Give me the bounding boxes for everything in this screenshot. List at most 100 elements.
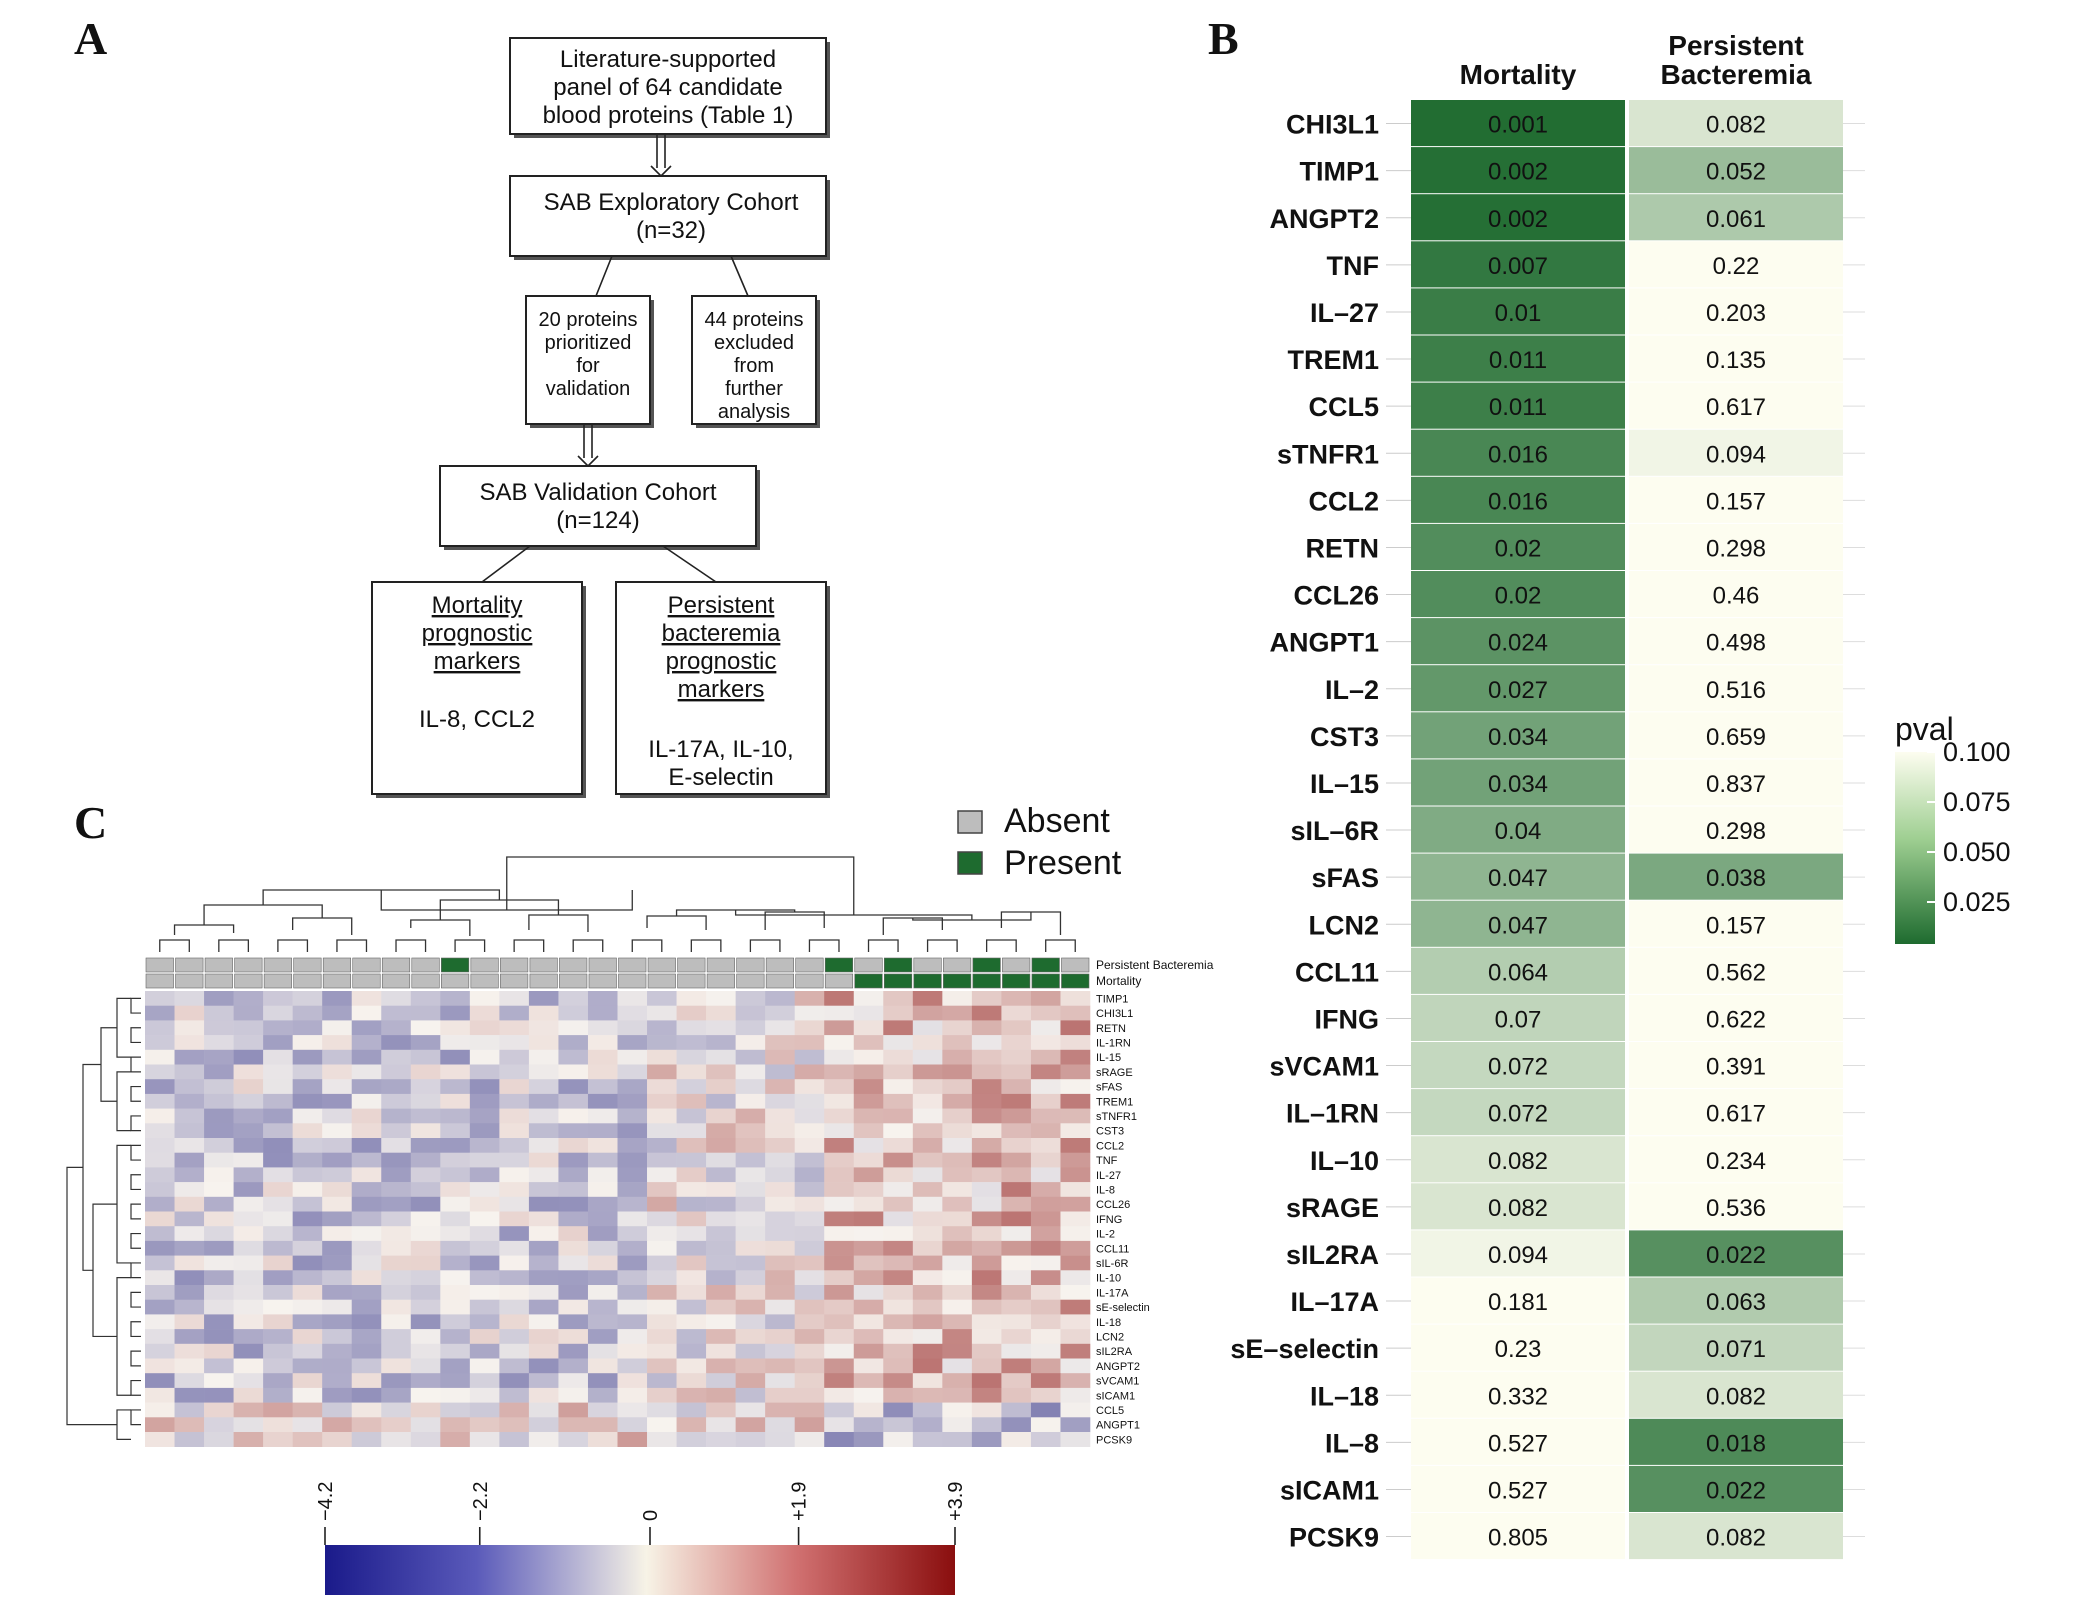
heatmap-cell — [883, 1093, 914, 1109]
annotation-cell-bacteremia — [263, 957, 292, 973]
heatmap-cell — [883, 1049, 914, 1065]
annotation-cell-bacteremia — [943, 957, 972, 973]
heatmap-cell — [794, 1035, 825, 1051]
heatmap-cell — [204, 1402, 234, 1418]
heatmap-cell — [676, 1329, 707, 1345]
heatmap-cell — [617, 1240, 648, 1256]
heatmap-cell — [292, 1299, 323, 1315]
heatmap-cell — [410, 1079, 441, 1095]
heatmap-cell — [912, 1152, 943, 1168]
heatmap-cell — [765, 1123, 795, 1139]
heatmap-cell — [824, 1285, 855, 1300]
heatmap-cell — [204, 1240, 234, 1256]
heatmap-cell — [233, 1373, 264, 1389]
heatmap-cell — [676, 1020, 707, 1036]
protein-label: IL–15 — [1310, 769, 1379, 799]
heatmap-cell — [912, 1167, 943, 1183]
heatmap-cell — [528, 1167, 559, 1183]
dendro-link — [159, 939, 190, 952]
heatmap-cell — [381, 1329, 412, 1345]
heatmap-cell — [1030, 1123, 1061, 1139]
heatmap-cell — [853, 1035, 884, 1051]
heatmap-cell — [469, 1167, 500, 1183]
dendro-link — [130, 1203, 141, 1220]
heatmap-cell — [322, 1064, 353, 1080]
heatmap-cell — [794, 1108, 825, 1124]
scale-tick-label: +1.9 — [789, 1482, 811, 1521]
bacteremia-cell — [1629, 618, 1843, 665]
heatmap-cell — [735, 1049, 766, 1065]
heatmap-cell — [587, 1417, 618, 1433]
heatmap-cell — [351, 1314, 382, 1330]
heatmap-cell — [765, 1138, 795, 1153]
heatmap-cell — [794, 1358, 825, 1374]
protein-label: CST3 — [1310, 722, 1379, 752]
heatmap-cell — [853, 1152, 884, 1168]
heatmap-cell — [647, 1402, 677, 1418]
heatmap-cell — [647, 1079, 677, 1095]
heatmap-cell — [440, 1255, 471, 1271]
heatmap-cell — [469, 1270, 500, 1286]
dendro-link — [116, 1144, 131, 1264]
protein-label: sRAGE — [1286, 1193, 1379, 1223]
heatmap-cell — [706, 1079, 736, 1095]
legend-colorbar — [1895, 752, 1935, 944]
dendro-link — [116, 1409, 131, 1440]
excluded-box — [691, 295, 817, 425]
heatmap-cell — [824, 1211, 855, 1227]
heatmap-cell — [322, 1299, 353, 1315]
heatmap-cell — [765, 1432, 795, 1447]
heatmap-cell — [971, 1417, 1002, 1433]
heatmap-cell — [410, 1314, 441, 1330]
heatmap-cell — [824, 1343, 855, 1359]
bacteremia-value: 0.22 — [1713, 253, 1760, 280]
mortality-cell — [1411, 900, 1625, 947]
heatmap-cell — [617, 1343, 648, 1359]
heatmap-cell — [204, 1079, 234, 1095]
heatmap-cell — [853, 1064, 884, 1080]
heatmap-cell — [883, 1432, 914, 1447]
heatmap-cell — [794, 1270, 825, 1286]
heatmap-cell — [263, 1240, 293, 1256]
heatmap-cell — [233, 1079, 264, 1095]
heatmap-cell — [440, 1329, 471, 1345]
heatmap-cell — [853, 1138, 884, 1153]
heatmap-cell — [942, 1093, 973, 1109]
mortality-cell — [1411, 147, 1625, 194]
heatmap-cell — [912, 1358, 943, 1374]
annotation-cell-bacteremia — [913, 957, 942, 973]
heatmap-cell — [587, 1240, 618, 1256]
heatmap-cell — [381, 1270, 412, 1286]
panel-label-b: B — [1208, 13, 1239, 64]
heatmap-cell — [765, 1358, 795, 1374]
heatmap-cell — [617, 1432, 648, 1447]
heatmap-cell — [292, 1020, 323, 1036]
heatmap-cell — [499, 1049, 530, 1065]
heatmap-cell — [765, 1226, 795, 1242]
heatmap-cell — [145, 1270, 175, 1286]
bacteremia-cell — [1629, 147, 1843, 194]
bacteremia-cell — [1629, 241, 1843, 288]
column-header-bacteremia: Bacteremia — [1661, 59, 1812, 90]
heatmap-cell — [558, 1138, 589, 1153]
heatmap-cell — [647, 1093, 677, 1109]
heatmap-cell — [617, 1005, 648, 1021]
heatmap-cell — [381, 1123, 412, 1139]
heatmap-cell — [263, 1211, 293, 1227]
heatmap-cell — [912, 1299, 943, 1315]
heatmap-cell — [469, 1329, 500, 1345]
bacteremia-value: 0.298 — [1706, 818, 1766, 845]
heatmap-cell — [647, 1196, 677, 1212]
heatmap-cell — [263, 1005, 293, 1021]
heatmap-cell — [145, 991, 175, 1006]
heatmap-cell — [706, 1123, 736, 1139]
annotation-cell-bacteremia — [1031, 957, 1060, 973]
heatmap-cell — [735, 1314, 766, 1330]
annotation-cell-bacteremia — [824, 957, 854, 973]
heatmap-cell — [587, 1285, 618, 1300]
heatmap-cell — [1060, 1035, 1091, 1051]
heatmap-cell — [765, 1373, 795, 1389]
heatmap-cell — [204, 1255, 234, 1271]
heatmap-cell — [558, 1093, 589, 1109]
dendro-link — [130, 1174, 141, 1191]
